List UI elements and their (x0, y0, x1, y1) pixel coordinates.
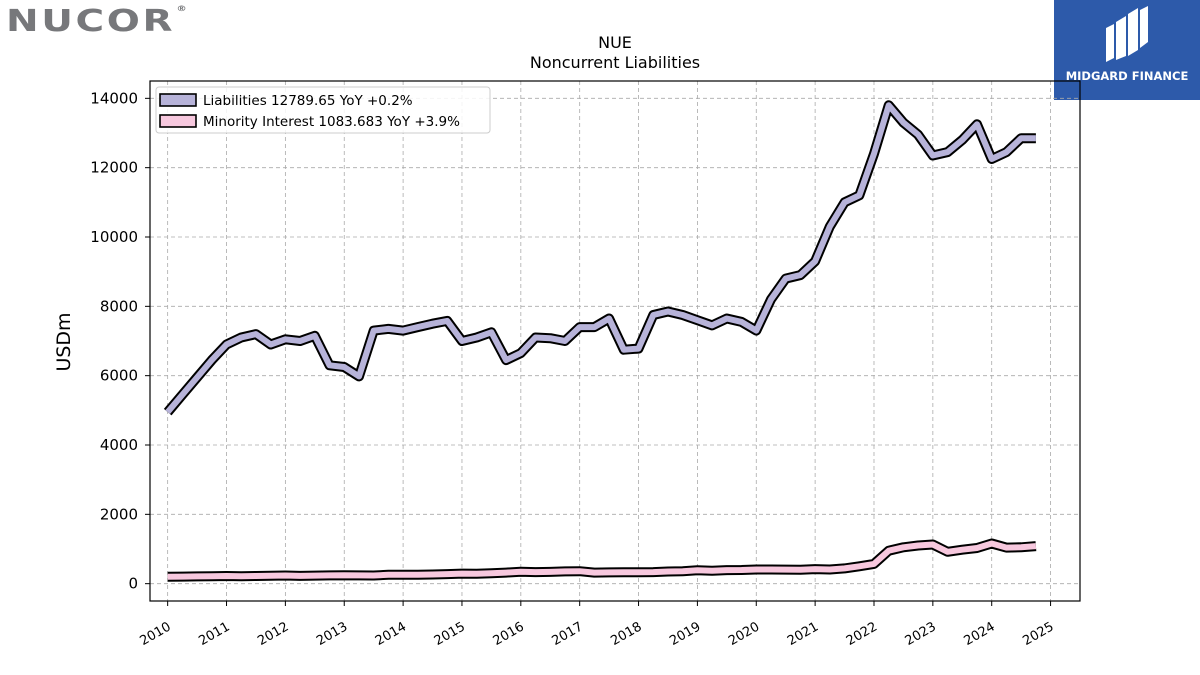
x-tick-label: 2014 (373, 619, 409, 649)
y-tick-label: 6000 (100, 367, 138, 385)
midgard-emblem-icon (1106, 6, 1148, 62)
y-tick-label: 14000 (90, 89, 138, 107)
plot-frame (149, 80, 1081, 602)
x-tick-label: 2017 (550, 619, 586, 649)
y-tick-label: 2000 (100, 505, 138, 523)
legend: Liabilities 12789.65 YoY +0.2% Minority I… (155, 86, 491, 134)
legend-swatch (159, 93, 197, 107)
x-tick-label: 2016 (491, 619, 527, 649)
legend-swatch (159, 114, 197, 128)
axis-ticks: 2010 2011 2012 2013 2014 2015 2016 2017 2018 2019… (90, 89, 1056, 649)
x-tick-label: 2018 (608, 619, 644, 649)
x-tick-label: 2022 (844, 619, 880, 649)
x-tick-label: 2024 (962, 619, 998, 649)
nucor-logo: NUCOR® (6, 4, 187, 39)
y-tick-label: 4000 (100, 436, 138, 454)
x-tick-label: 2020 (726, 619, 762, 649)
chart-title: NUE (598, 33, 632, 52)
chart-subtitle: Noncurrent Liabilities (530, 53, 700, 72)
midgard-finance-logo: MIDGARD FINANCE (1054, 0, 1200, 100)
midgard-finance-label: MIDGARD FINANCE (1065, 69, 1189, 83)
y-tick-label: 10000 (90, 228, 138, 246)
y-tick-label: 12000 (90, 159, 138, 177)
x-tick-label: 2010 (137, 619, 173, 649)
series-lines (163, 100, 1037, 582)
legend-label: Liabilities 12789.65 YoY +0.2% (203, 93, 413, 109)
nucor-logo-text: NUCOR (6, 4, 176, 39)
registered-mark: ® (176, 4, 187, 13)
x-tick-label: 2023 (903, 619, 939, 649)
x-tick-label: 2012 (255, 619, 291, 649)
y-axis-label: USDm (53, 312, 75, 371)
x-tick-label: 2015 (432, 619, 468, 649)
legend-label: Minority Interest 1083.683 YoY +3.9% (203, 114, 460, 130)
legend-box (155, 86, 491, 134)
x-tick-label: 2011 (196, 619, 232, 649)
series-line-outline-0 (163, 100, 1036, 416)
x-tick-label: 2019 (667, 619, 703, 649)
x-tick-label: 2025 (1020, 619, 1056, 649)
y-tick-label: 0 (128, 575, 138, 593)
series-line-0 (165, 102, 1036, 415)
x-tick-label: 2021 (785, 619, 821, 649)
y-tick-label: 8000 (100, 297, 138, 315)
series-line-1 (167, 540, 1037, 580)
x-tick-label: 2013 (314, 619, 350, 649)
